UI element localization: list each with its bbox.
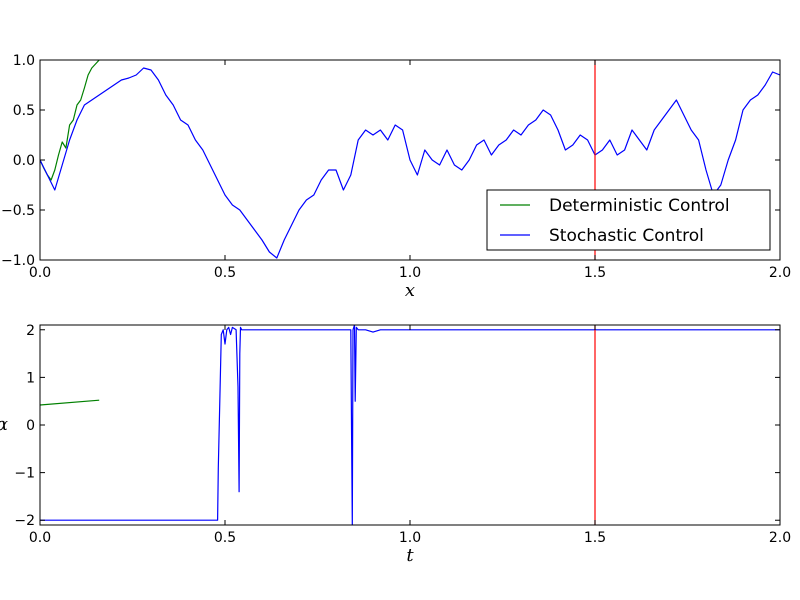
bottom-axes-ticks: 0.0 0.5 1.0 1.5 2.0 −2 −1 0 1 2: [14, 323, 791, 546]
bottom-axes: 0.0 0.5 1.0 1.5 2.0 −2 −1 0 1 2 t α: [0, 323, 791, 566]
x-tick-label: 2.0: [769, 265, 791, 281]
y-tick-label: −1.0: [1, 253, 35, 269]
x-tick-label: 1.5: [584, 265, 606, 281]
y-tick-label: 1.0: [13, 53, 35, 69]
x-tick-label: 0.0: [29, 530, 51, 546]
y-tick-label: −0.5: [1, 203, 35, 219]
x-tick-label: 0.5: [214, 530, 236, 546]
legend: Deterministic Control Stochastic Control: [486, 189, 771, 251]
y-tick-label: −1: [14, 466, 35, 482]
series-line-stochastic: [40, 325, 780, 525]
y-tick-label: −2: [14, 513, 35, 529]
series-line-stochastic: [40, 67, 780, 259]
bottom-axes-frame: [39, 324, 781, 526]
y-tick-label: 0.0: [13, 153, 35, 169]
bottom-x-axis-label: t: [406, 545, 414, 566]
legend-label-deterministic: Deterministic Control: [549, 196, 730, 216]
bottom-y-axis-label: α: [0, 414, 8, 435]
y-tick-label: 0.5: [13, 103, 35, 119]
series-line-deterministic: [40, 60, 100, 181]
x-tick-label: 1.0: [399, 265, 421, 281]
y-tick-label: 1: [26, 370, 35, 386]
bottom-plot-lines: [40, 325, 780, 525]
x-tick-label: 0.0: [29, 265, 51, 281]
x-tick-label: 2.0: [769, 530, 791, 546]
x-tick-label: 0.5: [214, 265, 236, 281]
x-tick-label: 1.5: [584, 530, 606, 546]
legend-box: [486, 189, 771, 251]
top-x-axis-label: x: [405, 280, 415, 301]
legend-label-stochastic: Stochastic Control: [549, 226, 704, 246]
x-tick-label: 1.0: [399, 530, 421, 546]
y-tick-label: 2: [26, 323, 35, 339]
y-tick-label: 0: [26, 418, 35, 434]
top-axes-ticks: 0.0 0.5 1.0 1.5 2.0 −1.0 −0.5 0.0 0.5 1.0: [1, 53, 791, 281]
series-line-deterministic: [40, 399, 100, 406]
top-axes: 0.0 0.5 1.0 1.5 2.0 −1.0 −0.5 0.0 0.5 1.0 x Deter…: [1, 53, 791, 301]
